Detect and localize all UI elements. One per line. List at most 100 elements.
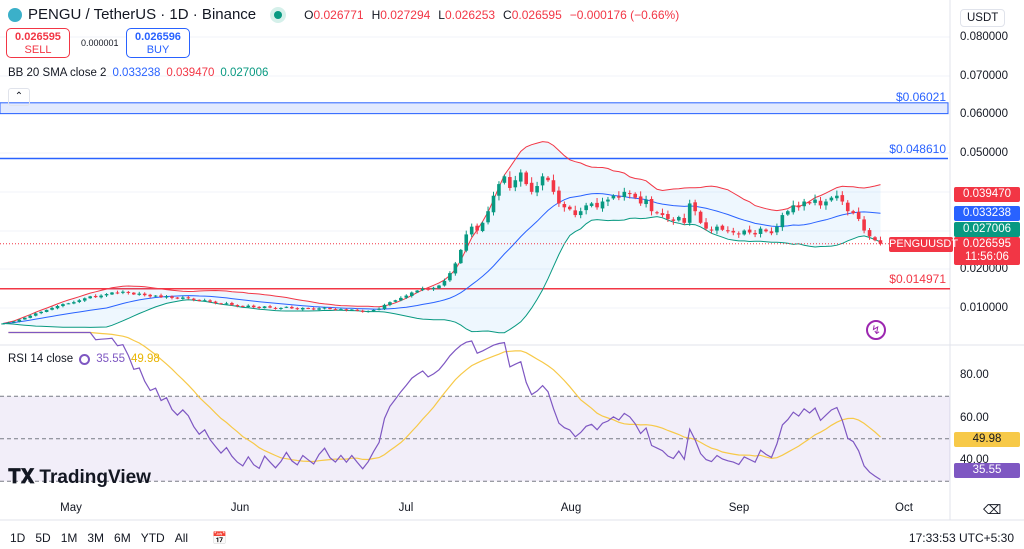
candle-body: [371, 309, 376, 312]
candle-body: [137, 293, 142, 295]
time-axis-label: Aug: [560, 502, 582, 514]
rsi-ma-tag: 49.98: [954, 432, 1020, 447]
level-label: $0.06021: [895, 90, 946, 104]
candle-body: [622, 191, 627, 198]
candle-body: [82, 298, 87, 301]
candle-body: [769, 231, 774, 234]
sell-button[interactable]: 0.026595 SELL: [6, 28, 70, 58]
candle-body: [99, 295, 103, 298]
rsi-ma-line: [8, 331, 881, 463]
candle-body: [802, 201, 806, 207]
candle-body: [279, 307, 283, 309]
time-axis-label: May: [60, 502, 82, 514]
rsi-legend[interactable]: RSI 14 close 35.55 49.98: [8, 353, 160, 365]
candle-body: [677, 217, 681, 221]
bb-basis-line: [2, 192, 881, 324]
buy-button[interactable]: 0.026596 BUY: [126, 28, 190, 58]
timeframe-5d[interactable]: 5D: [35, 531, 51, 545]
candle-body: [202, 300, 207, 302]
candle-body: [687, 203, 692, 223]
price-axis-label: 0.060000: [960, 108, 1008, 120]
candle-body: [17, 319, 22, 322]
tradingview-logo: 𝐓𝐗 TradingView: [8, 466, 151, 488]
timeframe-bar: 1D 5D 1M 3M 6M YTD All 📅: [10, 531, 227, 545]
candle-body: [415, 290, 419, 293]
candle-body: [93, 295, 98, 298]
candle-body: [246, 305, 251, 308]
date-range-calendar-icon[interactable]: 📅: [212, 531, 227, 545]
candle-body: [638, 196, 643, 204]
rsi-settings-icon[interactable]: [79, 353, 91, 365]
candle-body: [758, 228, 763, 234]
clock[interactable]: 17:33:53 UTC+5:30: [908, 531, 1014, 545]
candle-body: [442, 280, 447, 286]
level-label: $0.014971: [889, 272, 946, 286]
rsi-tag: 35.55: [954, 463, 1020, 478]
bb-upper-line: [2, 141, 881, 324]
price-axis-label: 0.020000: [960, 263, 1008, 275]
candle-body: [382, 304, 387, 310]
candle-body: [813, 199, 817, 203]
currency-selector[interactable]: USDT: [960, 9, 1006, 27]
candle-body: [251, 305, 256, 308]
candle-body: [170, 296, 174, 298]
time-axis-label: Sep: [728, 502, 750, 514]
candle-body: [377, 308, 381, 310]
candle-body: [791, 205, 796, 213]
candle-body: [660, 213, 665, 216]
candle-body: [851, 211, 855, 214]
symbol-logo-icon: [8, 7, 22, 22]
candle-body: [682, 218, 687, 223]
timeframe-1d[interactable]: 1D: [10, 531, 26, 545]
candle-body: [796, 205, 801, 208]
timeframe-ytd[interactable]: YTD: [140, 531, 165, 545]
candle-body: [573, 210, 578, 216]
candle-body: [104, 294, 109, 296]
candle-body: [867, 230, 872, 237]
collapse-legend-button[interactable]: ⌃: [8, 88, 30, 106]
time-axis-label: Jun: [230, 502, 250, 514]
candle-body: [404, 295, 409, 298]
timeframe-all[interactable]: All: [174, 531, 189, 545]
candle-body: [666, 214, 670, 219]
candle-body: [322, 307, 327, 309]
candle-body: [824, 201, 828, 206]
price-axis-label: 0.070000: [960, 70, 1008, 82]
candle-body: [224, 303, 229, 305]
candle-body: [399, 297, 403, 301]
symbol-title[interactable]: PENGU / TetherUS · 1D · Binance: [28, 6, 257, 23]
candle-body: [55, 306, 60, 309]
candle-body: [12, 321, 16, 323]
chart-settings-icon[interactable]: ⌫: [983, 502, 1002, 517]
candle-body: [807, 202, 812, 204]
market-status-icon: [274, 10, 283, 19]
candle-body: [747, 229, 752, 233]
candle-body: [704, 222, 708, 229]
candle-body: [606, 199, 610, 202]
candle-body: [366, 311, 370, 313]
candle-body: [213, 301, 218, 303]
bb-legend[interactable]: BB 20 SMA close 2 0.033238 0.039470 0.02…: [8, 67, 269, 79]
time-axis-label: Jul: [398, 502, 414, 514]
candle-body: [409, 292, 414, 296]
last-price-tag: 0.026595 11:56:06: [954, 237, 1020, 265]
candle-body: [742, 230, 746, 235]
candle-body: [360, 310, 365, 312]
candle-body: [584, 205, 588, 211]
candle-body: [153, 295, 158, 297]
candle-body: [775, 226, 779, 233]
candle-body: [764, 229, 768, 232]
candle-body: [562, 204, 567, 208]
candle-body: [350, 309, 354, 311]
timeframe-6m[interactable]: 6M: [114, 531, 131, 545]
price-axis-label: 0.050000: [960, 147, 1008, 159]
candle-body: [671, 219, 676, 221]
timeframe-1m[interactable]: 1M: [60, 531, 78, 545]
candle-body: [540, 176, 545, 186]
candle-body: [230, 302, 234, 305]
candle-body: [159, 295, 163, 298]
timeframe-3m[interactable]: 3M: [87, 531, 105, 545]
candle-body: [311, 308, 316, 310]
lightning-icon[interactable]: ↯: [866, 320, 886, 340]
